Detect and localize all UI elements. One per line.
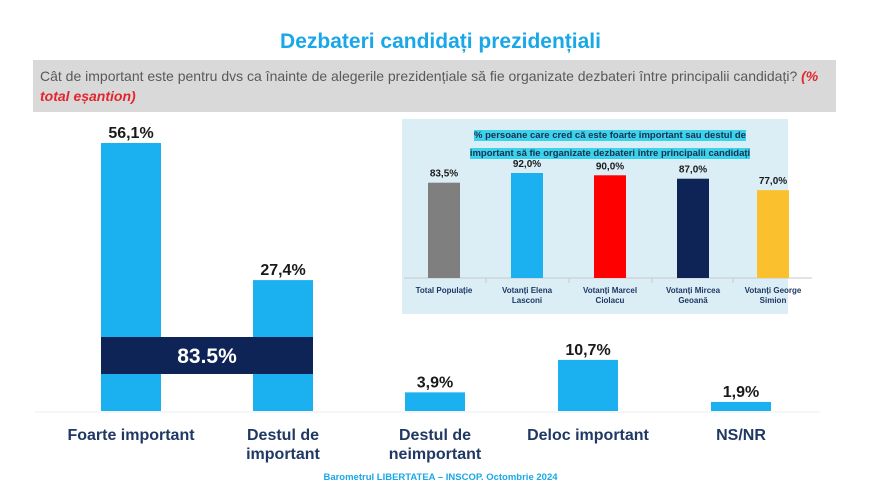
inset-category-label-line: Votanți Mircea xyxy=(666,286,721,295)
footer-source: Barometrul LIBERTATEA – INSCOP. Octombri… xyxy=(323,472,558,483)
category-label-2: Destul de important xyxy=(246,427,320,463)
category-label-4: Deloc important xyxy=(527,427,649,444)
question-box xyxy=(33,60,836,112)
inset-category-label-4: Votanți Mircea Geoană xyxy=(666,286,721,305)
inset-value-label-2: 92,0% xyxy=(513,159,541,170)
category-label-line: Deloc important xyxy=(527,427,649,444)
question-text: Cât de important este pentru dvs ca înai… xyxy=(40,66,830,106)
bar-value-label-3: 3,9% xyxy=(417,374,453,391)
bar-value-label-1: 56,1% xyxy=(108,125,153,142)
bar-value-label-2: 27,4% xyxy=(260,262,305,279)
inset-category-label-2: Votanți Elena Lasconi xyxy=(502,286,553,305)
inset-title-wrap: % persoane care cred că este foarte impo… xyxy=(455,125,765,161)
inset-category-label-line: Votanți George xyxy=(745,286,802,295)
inset-category-label-line: Votanți Elena xyxy=(502,286,553,295)
category-label-line: important xyxy=(246,446,320,463)
question-note: (% total eșantion) xyxy=(40,68,819,104)
inset-bar-5 xyxy=(757,190,789,278)
inset-bar-4 xyxy=(677,178,709,278)
inset-category-label-line: Geoană xyxy=(678,296,708,305)
inset-category-label-5: Votanți George Simion xyxy=(745,286,802,305)
inset-category-label-3: Votanți Marcel Ciolacu xyxy=(583,286,637,305)
inset-category-label-line: Simion xyxy=(760,296,787,305)
inset-category-label-1: Total Populație xyxy=(416,286,473,295)
inset-category-label-line: Ciolacu xyxy=(596,296,625,305)
inset-value-label-4: 87,0% xyxy=(679,165,707,176)
inset-value-label-5: 77,0% xyxy=(759,176,787,187)
inset-category-label-line: Lasconi xyxy=(512,296,542,305)
bar-4 xyxy=(558,359,618,411)
inset-category-label-line: Total Populație xyxy=(416,286,473,295)
highlight-band-label: 83.5% xyxy=(177,345,237,368)
category-label-3: Destul de neimportant xyxy=(389,427,482,463)
bar-value-label-5: 1,9% xyxy=(723,384,759,401)
bar-5 xyxy=(711,401,771,411)
inset-category-label-line: Votanți Marcel xyxy=(583,286,637,295)
category-label-line: Foarte important xyxy=(67,427,195,444)
category-label-1: Foarte important xyxy=(67,427,195,444)
inset-bar-1 xyxy=(428,182,460,278)
category-label-line: neimportant xyxy=(389,446,482,463)
category-label-line: Destul de xyxy=(247,427,319,444)
bar-3 xyxy=(405,392,465,411)
category-label-line: NS/NR xyxy=(716,427,766,444)
inset-bar-3 xyxy=(594,175,626,278)
chart-title: Dezbateri candidați prezidențiali xyxy=(280,30,601,53)
category-label-line: Destul de xyxy=(399,427,471,444)
inset-value-label-1: 83,5% xyxy=(430,169,458,180)
inset-bar-2 xyxy=(511,173,543,278)
bar-value-label-4: 10,7% xyxy=(565,342,610,359)
highlight-band xyxy=(101,337,313,374)
category-label-5: NS/NR xyxy=(716,427,766,444)
inset-value-label-3: 90,0% xyxy=(596,161,624,172)
question-main: Cât de important este pentru dvs ca înai… xyxy=(40,68,798,84)
